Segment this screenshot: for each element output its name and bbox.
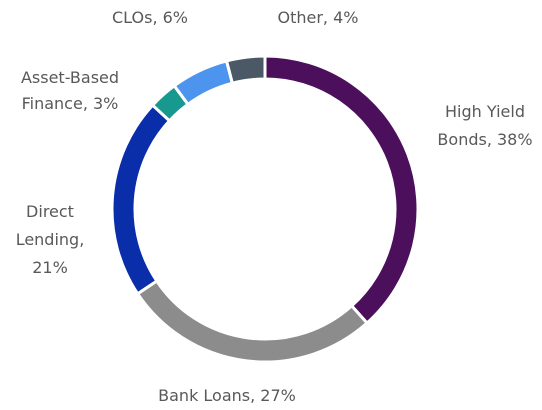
label-line: Lending,: [16, 230, 85, 249]
label-line: Asset-Based: [21, 68, 119, 87]
donut-segment: [110, 103, 172, 296]
segment-label: Bank Loans, 27%: [158, 386, 296, 405]
label-line: High Yield: [445, 102, 525, 121]
label-line: 21%: [32, 258, 68, 277]
donut-segment: [172, 59, 235, 107]
label-line: Direct: [26, 202, 74, 221]
label-line: Other, 4%: [278, 8, 359, 27]
donut-segment: [263, 54, 420, 326]
label-line: Bonds, 38%: [437, 130, 532, 149]
label-line: CLOs, 6%: [112, 8, 188, 27]
label-line: Finance, 3%: [22, 94, 119, 113]
segment-label: Other, 4%: [278, 8, 359, 27]
donut-segment: [135, 278, 370, 364]
donut-segment: [224, 54, 267, 85]
segment-label: CLOs, 6%: [112, 8, 188, 27]
segment-label: Direct Lending, 21%: [16, 202, 85, 277]
segment-label: Asset-Based Finance, 3%: [21, 68, 119, 113]
label-line: Bank Loans, 27%: [158, 386, 296, 405]
segment-label: High Yield Bonds, 38%: [437, 102, 532, 149]
